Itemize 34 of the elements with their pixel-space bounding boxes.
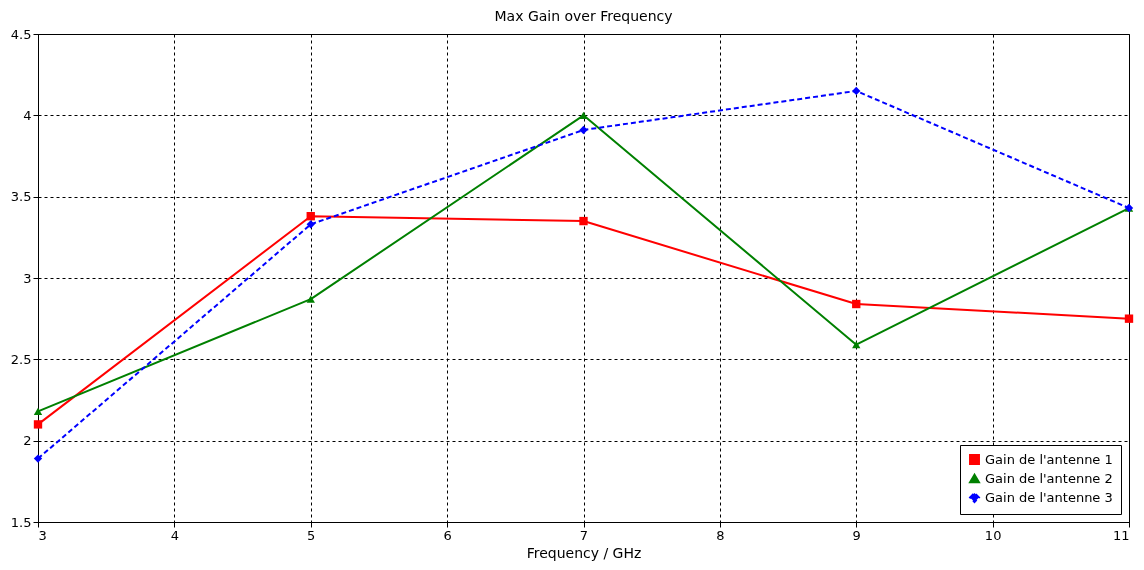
x-tick-label: 7 xyxy=(579,527,589,543)
y-tick-label: 4.5 xyxy=(10,26,32,42)
point xyxy=(852,299,861,309)
point xyxy=(306,295,315,303)
point xyxy=(33,407,43,416)
point xyxy=(579,125,588,135)
x-tick-label: 4 xyxy=(170,527,180,543)
y-tick-label: 4 xyxy=(23,107,32,123)
y-tick-label: 3.5 xyxy=(10,189,32,205)
y-tick-label: 2 xyxy=(23,433,32,449)
point xyxy=(1124,314,1134,323)
x-tick-label: 3 xyxy=(38,527,47,543)
legend-label: Gain de l'antenne 3 xyxy=(985,489,1113,505)
legend-label: Gain de l'antenne 2 xyxy=(985,470,1113,486)
x-tick-label: 11 xyxy=(1112,527,1130,543)
point xyxy=(852,86,861,96)
y-tick-label: 1.5 xyxy=(10,514,32,530)
x-tick-label: 6 xyxy=(443,527,452,543)
x-axis-title: Frequency / GHz xyxy=(526,544,642,561)
x-tick-label: 9 xyxy=(852,527,861,543)
chart-title: Max Gain over Frequency xyxy=(494,8,673,24)
y-tick-label: 2.5 xyxy=(10,351,32,367)
x-tick-label: 5 xyxy=(307,527,316,543)
x-tick-label: 10 xyxy=(984,527,1002,543)
x-tick-label: 8 xyxy=(716,527,725,543)
y-tick-label: 3 xyxy=(23,270,32,286)
legend-label: Gain de l'antenne 1 xyxy=(985,451,1113,467)
point xyxy=(33,454,43,463)
point xyxy=(579,216,588,226)
point xyxy=(33,420,43,429)
point xyxy=(306,212,315,221)
point xyxy=(579,111,588,119)
point xyxy=(852,341,861,349)
point xyxy=(306,220,315,229)
